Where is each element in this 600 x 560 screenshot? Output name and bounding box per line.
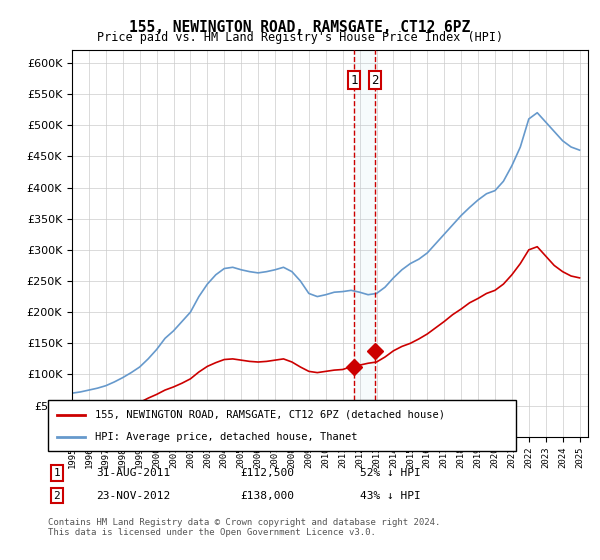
Text: Contains HM Land Registry data © Crown copyright and database right 2024.
This d: Contains HM Land Registry data © Crown c… <box>48 518 440 538</box>
Text: 23-NOV-2012: 23-NOV-2012 <box>96 491 170 501</box>
Text: 43% ↓ HPI: 43% ↓ HPI <box>360 491 421 501</box>
Text: 2: 2 <box>53 491 61 501</box>
Bar <box>354 50 375 437</box>
FancyBboxPatch shape <box>48 400 516 451</box>
Text: 155, NEWINGTON ROAD, RAMSGATE, CT12 6PZ (detached house): 155, NEWINGTON ROAD, RAMSGATE, CT12 6PZ … <box>95 409 445 419</box>
Text: 2: 2 <box>371 74 379 87</box>
Text: Price paid vs. HM Land Registry's House Price Index (HPI): Price paid vs. HM Land Registry's House … <box>97 31 503 44</box>
Text: £138,000: £138,000 <box>240 491 294 501</box>
Text: HPI: Average price, detached house, Thanet: HPI: Average price, detached house, Than… <box>95 432 358 442</box>
Text: 52% ↓ HPI: 52% ↓ HPI <box>360 468 421 478</box>
Text: £112,500: £112,500 <box>240 468 294 478</box>
Text: 155, NEWINGTON ROAD, RAMSGATE, CT12 6PZ: 155, NEWINGTON ROAD, RAMSGATE, CT12 6PZ <box>130 20 470 35</box>
Text: 1: 1 <box>53 468 61 478</box>
Text: 1: 1 <box>350 74 358 87</box>
Text: 31-AUG-2011: 31-AUG-2011 <box>96 468 170 478</box>
